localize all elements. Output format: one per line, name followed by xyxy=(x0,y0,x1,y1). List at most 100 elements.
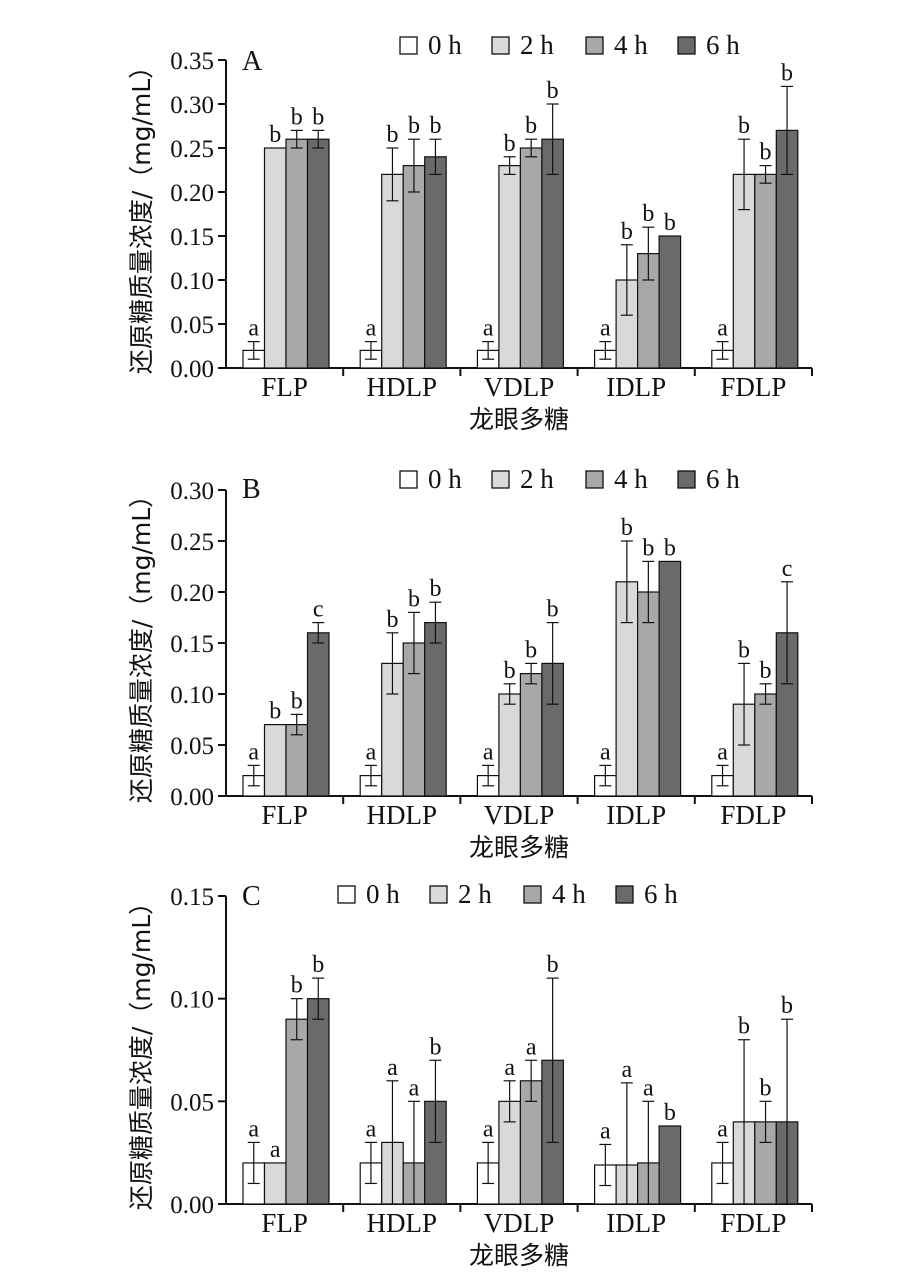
significance-label: b xyxy=(504,658,516,684)
y-tick-label: 0.00 xyxy=(170,356,214,383)
legend-swatch xyxy=(677,470,696,489)
y-tick-label: 0.10 xyxy=(170,987,214,1014)
y-tick-label: 0.00 xyxy=(170,1192,214,1219)
significance-label: b xyxy=(291,104,303,130)
legend-label: 0 h xyxy=(428,30,462,60)
bar-b-vdlp-2h xyxy=(498,693,521,797)
legend-swatch xyxy=(615,885,634,904)
bar-b-vdlp-4h xyxy=(519,672,543,797)
bar-a-hdlp-4h xyxy=(402,165,426,369)
significance-label: b xyxy=(642,535,654,561)
significance-label: a xyxy=(504,1055,515,1081)
significance-label: b xyxy=(664,535,676,561)
legend-label: 2 h xyxy=(458,879,492,909)
panel-letter: A xyxy=(242,46,263,77)
significance-label: a xyxy=(622,1057,633,1083)
significance-label: b xyxy=(386,607,398,633)
significance-label: a xyxy=(717,1116,728,1142)
legend-label: 6 h xyxy=(706,464,740,494)
x-axis-title: 龙眼多糖 xyxy=(469,833,569,862)
significance-label: c xyxy=(782,556,793,582)
y-tick-label: 0.05 xyxy=(170,312,214,339)
x-axis-title: 龙眼多糖 xyxy=(469,405,569,434)
significance-label: b xyxy=(269,122,281,148)
significance-label: a xyxy=(248,1116,259,1142)
bar-a-vdlp-2h xyxy=(498,165,521,369)
y-tick-label: 0.30 xyxy=(170,478,214,505)
legend-label: 2 h xyxy=(520,464,554,494)
bar-a-idlp-6h xyxy=(658,235,682,369)
y-tick-label: 0.15 xyxy=(170,224,214,251)
legend: 0 h 2 h 4 h 6 h xyxy=(399,30,740,60)
significance-label: b xyxy=(664,210,676,236)
significance-label: b xyxy=(547,952,559,978)
y-axis-title: 还原糖质量浓度/（mg/mL） xyxy=(127,890,156,1210)
significance-label: a xyxy=(600,316,611,342)
bar-a-hdlp-2h xyxy=(381,173,404,369)
significance-label: b xyxy=(738,1014,750,1040)
significance-label: a xyxy=(483,739,494,765)
legend-swatch xyxy=(585,470,604,489)
significance-label: b xyxy=(547,78,559,104)
significance-label: a xyxy=(270,1137,281,1163)
significance-label: b xyxy=(760,1075,772,1101)
legend: 0 h 2 h 4 h 6 h xyxy=(399,464,740,494)
bar-c-flp-6h xyxy=(306,998,330,1205)
significance-label: a xyxy=(366,739,377,765)
significance-label: b xyxy=(664,1100,676,1126)
significance-label: b xyxy=(504,131,516,157)
significance-label: b xyxy=(760,658,772,684)
significance-label: b xyxy=(781,60,793,86)
significance-label: b xyxy=(429,113,441,139)
significance-label: b xyxy=(429,1034,441,1060)
y-tick-label: 0.10 xyxy=(170,682,214,709)
significance-label: b xyxy=(760,140,772,166)
significance-label: a xyxy=(717,739,728,765)
bar-c-flp-2h xyxy=(263,1162,287,1205)
significance-label: b xyxy=(291,973,303,999)
legend-swatch xyxy=(491,36,510,55)
y-tick-label: 0.15 xyxy=(170,884,214,911)
legend-label: 6 h xyxy=(644,879,678,909)
y-tick-label: 0.15 xyxy=(170,631,214,658)
significance-label: b xyxy=(738,113,750,139)
significance-label: b xyxy=(642,201,654,227)
legend-swatch xyxy=(523,885,542,904)
legend: 0 h 2 h 4 h 6 h xyxy=(337,879,678,909)
legend-swatch xyxy=(677,36,696,55)
x-tick-label: HDLP xyxy=(367,1208,438,1238)
x-axis-title: 龙眼多糖 xyxy=(469,1241,569,1270)
x-tick-label: VDLP xyxy=(484,800,555,830)
y-tick-label: 0.20 xyxy=(170,180,214,207)
y-axis-title: 还原糖质量浓度/（mg/mL） xyxy=(127,483,156,803)
significance-label: a xyxy=(387,1055,398,1081)
x-tick-label: FLP xyxy=(261,800,308,830)
significance-label: b xyxy=(547,597,559,623)
bar-a-fdlp-4h xyxy=(754,173,777,369)
x-tick-label: VDLP xyxy=(484,372,555,402)
significance-label: b xyxy=(621,219,633,245)
significance-label: b xyxy=(781,993,793,1019)
significance-label: b xyxy=(291,688,303,714)
bar-a-flp-4h xyxy=(285,138,309,369)
significance-label: b xyxy=(386,122,398,148)
significance-label: a xyxy=(366,1116,377,1142)
x-tick-label: IDLP xyxy=(606,800,666,830)
legend-label: 0 h xyxy=(366,879,400,909)
legend-swatch xyxy=(429,885,448,904)
significance-label: b xyxy=(525,113,537,139)
x-tick-label: IDLP xyxy=(606,372,666,402)
significance-label: a xyxy=(717,316,728,342)
bar-b-fdlp-4h xyxy=(754,693,777,797)
x-tick-label: FDLP xyxy=(720,1208,786,1238)
bar-c-idlp-6h xyxy=(658,1125,682,1205)
x-tick-label: HDLP xyxy=(367,800,438,830)
significance-label: a xyxy=(366,316,377,342)
significance-label: b xyxy=(408,113,420,139)
legend-label: 0 h xyxy=(428,464,462,494)
panel-letter: B xyxy=(242,474,261,505)
x-tick-label: FLP xyxy=(261,1208,308,1238)
significance-label: b xyxy=(269,699,281,725)
